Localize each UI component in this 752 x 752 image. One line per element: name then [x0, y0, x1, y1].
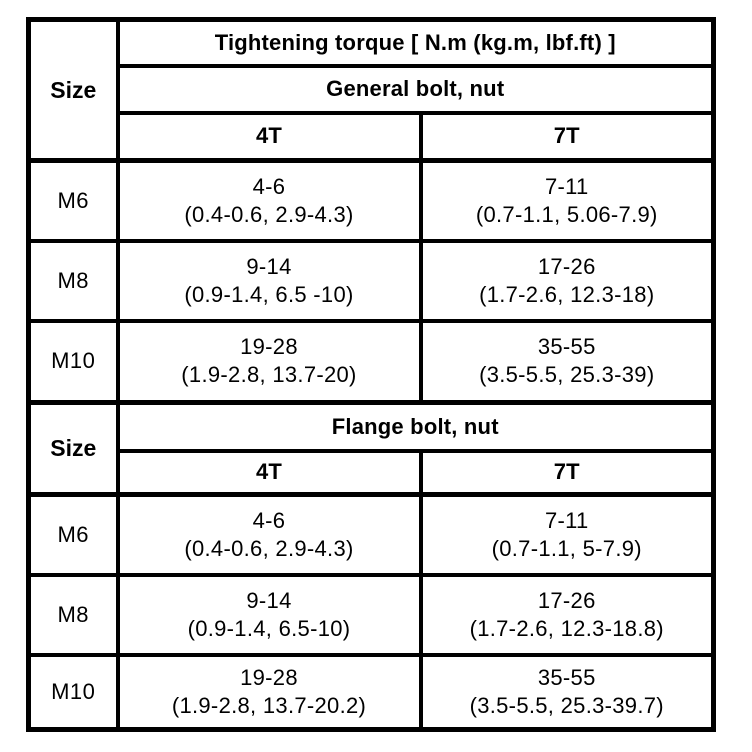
- torque-range: 4-6: [252, 173, 286, 199]
- torque-range: 35-55: [537, 664, 596, 690]
- torque-detail: (0.4-0.6, 2.9-4.3): [184, 535, 354, 561]
- torque-cell-m8-7t-general: 17-26 (1.7-2.6, 12.3-18): [418, 238, 716, 323]
- torque-detail: (3.5-5.5, 25.3-39.7): [469, 692, 664, 718]
- tightening-torque-table: Size Tightening torque [ N.m (kg.m, lbf.…: [26, 17, 717, 732]
- table-row: M6 4-6 (0.4-0.6, 2.9-4.3) 7-11 (0.7-1.1,…: [26, 158, 716, 243]
- torque-cell-m6-4t-general: 4-6 (0.4-0.6, 2.9-4.3): [115, 158, 423, 243]
- row-label-m6-flange: M6: [26, 492, 120, 577]
- torque-detail: (0.7-1.1, 5-7.9): [491, 535, 642, 561]
- torque-cell-m8-4t-flange: 9-14 (0.9-1.4, 6.5-10): [115, 572, 423, 657]
- table-title: Tightening torque [ N.m (kg.m, lbf.ft) ]: [214, 29, 616, 55]
- section-label-flange: Flange bolt, nut: [331, 413, 499, 439]
- section-header-general: General bolt, nut: [115, 63, 716, 115]
- torque-detail: (0.7-1.1, 5.06-7.9): [475, 201, 658, 227]
- size-label: Size: [50, 435, 97, 461]
- torque-cell-m10-7t-general: 35-55 (3.5-5.5, 25.3-39): [418, 318, 716, 405]
- torque-cell-m10-4t-general: 19-28 (1.9-2.8, 13.7-20): [115, 318, 423, 405]
- torque-range: 7-11: [544, 173, 589, 199]
- torque-detail: (1.7-2.6, 12.3-18): [479, 281, 655, 307]
- torque-cell-m10-7t-flange: 35-55 (3.5-5.5, 25.3-39.7): [418, 652, 716, 732]
- size-label: Size: [50, 76, 97, 103]
- column-header-7t-general: 7T: [418, 110, 716, 163]
- torque-cell-m10-4t-flange: 19-28 (1.9-2.8, 13.7-20.2): [115, 652, 423, 732]
- torque-detail: (0.9-1.4, 6.5-10): [187, 615, 351, 641]
- row-label-m8-flange: M8: [26, 572, 120, 657]
- torque-detail: (1.7-2.6, 12.3-18.8): [469, 615, 664, 641]
- size-column-header-flange: Size: [26, 400, 120, 497]
- torque-detail: (1.9-2.8, 13.7-20): [181, 362, 357, 388]
- torque-cell-m6-7t-general: 7-11 (0.7-1.1, 5.06-7.9): [418, 158, 716, 243]
- torque-range: 17-26: [537, 253, 596, 279]
- row-label-m10-flange: M10: [26, 652, 120, 732]
- torque-cell-m8-7t-flange: 17-26 (1.7-2.6, 12.3-18.8): [418, 572, 716, 657]
- torque-range: 4-6: [252, 507, 286, 533]
- table-row: M6 4-6 (0.4-0.6, 2.9-4.3) 7-11 (0.7-1.1,…: [26, 492, 716, 577]
- col-7t-label: 7T: [553, 123, 580, 149]
- section-header-flange: Flange bolt, nut: [115, 400, 716, 453]
- table-title-cell: Tightening torque [ N.m (kg.m, lbf.ft) ]: [115, 17, 716, 68]
- row-label-m10-general: M10: [26, 318, 120, 405]
- torque-detail: (0.9-1.4, 6.5 -10): [184, 281, 354, 307]
- torque-range: 35-55: [537, 334, 596, 360]
- torque-detail: (0.4-0.6, 2.9-4.3): [184, 201, 354, 227]
- column-header-7t-flange: 7T: [418, 448, 716, 497]
- torque-range: 17-26: [537, 587, 596, 613]
- table-row: M10 19-28 (1.9-2.8, 13.7-20) 35-55 (3.5-…: [26, 318, 716, 405]
- torque-cell-m6-7t-flange: 7-11 (0.7-1.1, 5-7.9): [418, 492, 716, 577]
- row-label-m6-general: M6: [26, 158, 120, 243]
- torque-cell-m8-4t-general: 9-14 (0.9-1.4, 6.5 -10): [115, 238, 423, 323]
- col-4t-label: 4T: [255, 459, 283, 485]
- table-row: M8 9-14 (0.9-1.4, 6.5-10) 17-26 (1.7-2.6…: [26, 572, 716, 657]
- column-header-4t-flange: 4T: [115, 448, 423, 497]
- col-4t-label: 4T: [255, 123, 283, 149]
- torque-cell-m6-4t-flange: 4-6 (0.4-0.6, 2.9-4.3): [115, 492, 423, 577]
- torque-range: 19-28: [240, 664, 298, 690]
- size-column-header-general: Size: [26, 17, 120, 163]
- torque-range: 19-28: [240, 334, 298, 360]
- torque-range: 9-14: [246, 253, 292, 279]
- section-label-general: General bolt, nut: [326, 76, 505, 101]
- table-row: M8 9-14 (0.9-1.4, 6.5 -10) 17-26 (1.7-2.…: [26, 238, 716, 323]
- col-7t-label: 7T: [553, 459, 580, 485]
- row-label-m8-general: M8: [26, 238, 120, 323]
- torque-detail: (3.5-5.5, 25.3-39): [479, 362, 655, 388]
- torque-detail: (1.9-2.8, 13.7-20.2): [171, 692, 367, 718]
- column-header-4t-general: 4T: [115, 110, 423, 163]
- torque-range: 9-14: [246, 587, 292, 613]
- torque-range: 7-11: [544, 507, 589, 533]
- table-row: M10 19-28 (1.9-2.8, 13.7-20.2) 35-55 (3.…: [26, 652, 716, 732]
